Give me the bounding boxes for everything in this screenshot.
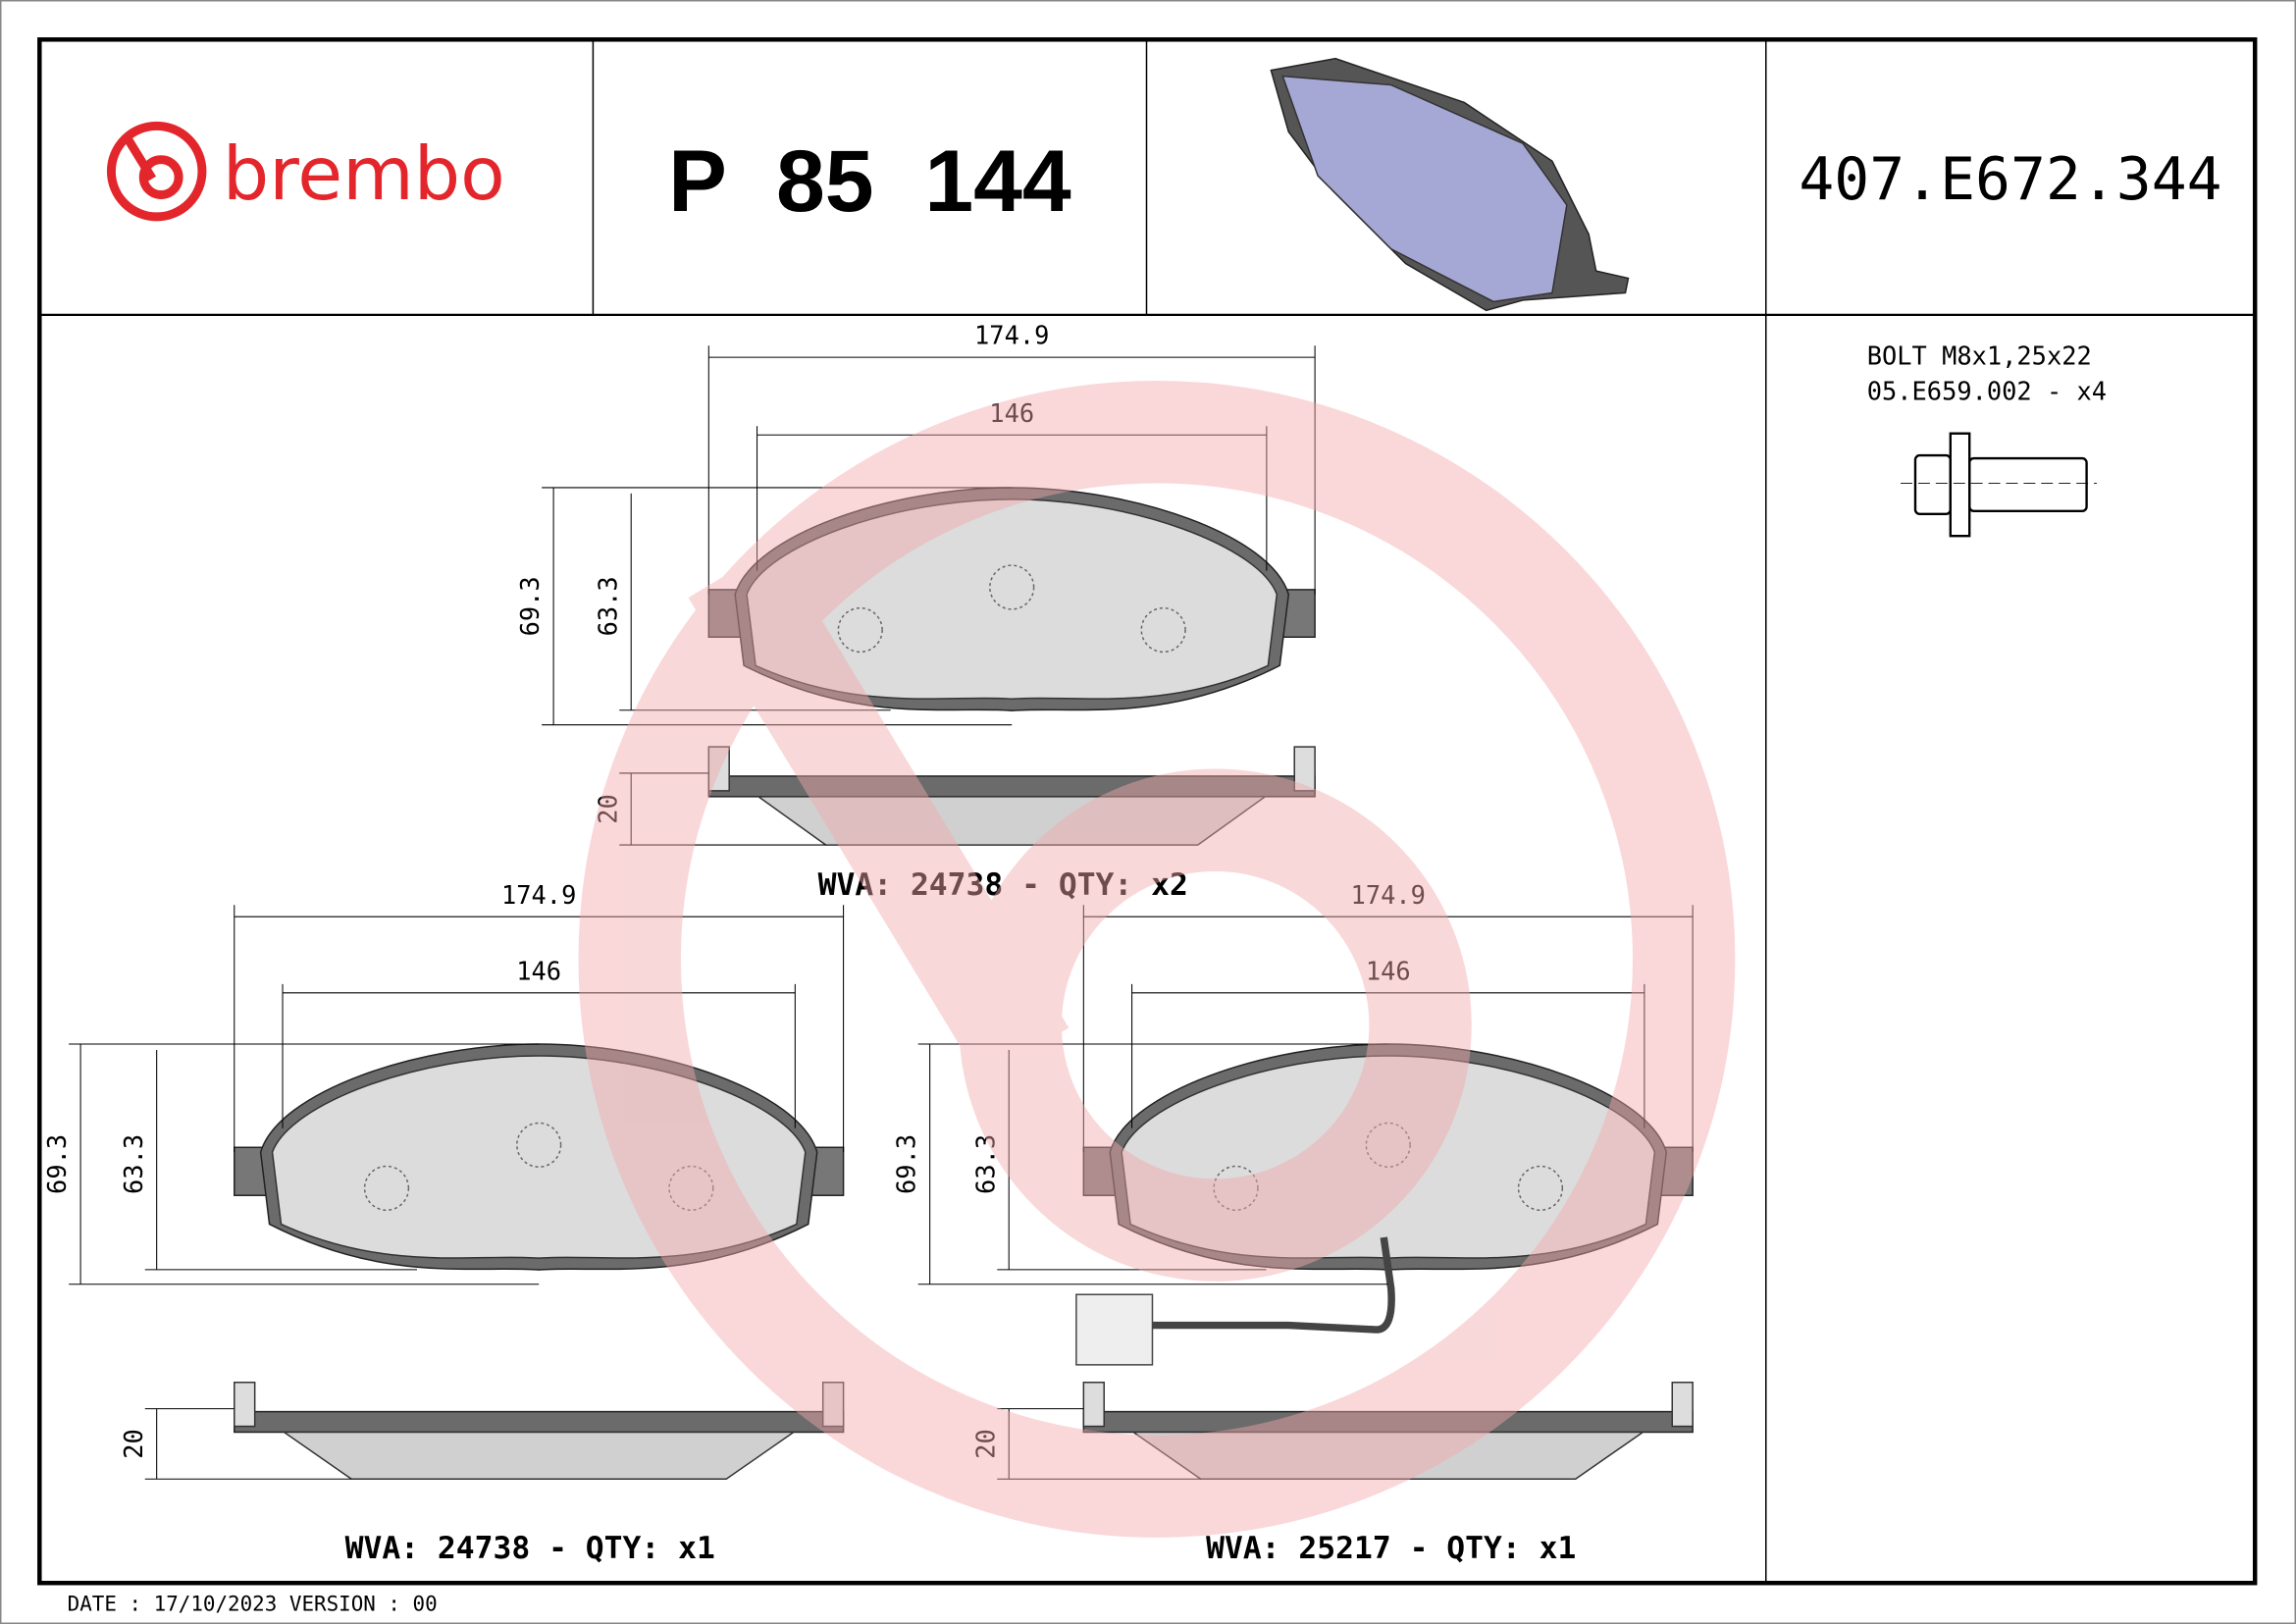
dimension-label-thickness: 20 xyxy=(593,794,622,824)
dimension-label-height-inner: 63.3 xyxy=(119,1134,148,1194)
pad-caption: WVA: 25217 - QTY: x1 xyxy=(1206,1531,1576,1566)
bolt-icon xyxy=(1901,432,2098,538)
pad-caption: WVA: 24738 - QTY: x1 xyxy=(345,1531,715,1566)
pad-drawing-bottom-left: 174.9 146 69.3 63.3 20 WVA: 24738 - QTY: x1 xyxy=(42,880,845,1566)
pad-render-image xyxy=(1270,57,1630,312)
friction-material xyxy=(746,498,1278,701)
dimension-label-width-outer: 174.9 xyxy=(974,321,1049,350)
brembo-watermark xyxy=(578,381,1736,1538)
dimension-label-thickness: 20 xyxy=(119,1429,148,1459)
pad-caption: WVA: 24738 - QTY: x2 xyxy=(818,867,1188,903)
dimension-label-height-outer: 69.3 xyxy=(515,576,545,636)
dimension-label-width-inner: 146 xyxy=(989,398,1034,428)
pad-ear xyxy=(810,1146,845,1196)
dimension-label-width-inner: 146 xyxy=(516,956,561,985)
brembo-logo: brembo xyxy=(106,121,505,222)
dimension-label-height-inner: 63.3 xyxy=(970,1134,1000,1194)
side-view-ear xyxy=(821,1382,845,1428)
side-view-ear xyxy=(1082,1382,1105,1428)
hole-outline xyxy=(1140,606,1186,654)
hole-outline xyxy=(668,1165,714,1212)
dimension-label-height-outer: 69.3 xyxy=(42,1134,72,1194)
reference-number: 407.E672.344 xyxy=(1799,146,2221,214)
side-view-ear xyxy=(1671,1382,1694,1428)
hole-outline xyxy=(516,1122,562,1168)
hole-outline xyxy=(837,606,883,654)
bolt-part-number: 05.E659.002 - x4 xyxy=(1867,376,2107,405)
pad-drawing-top: 174.9 146 69.3 63.3 20 WVA: 24738 - QTY: x2 xyxy=(515,321,1316,903)
hole-outline xyxy=(1213,1165,1259,1212)
side-view-friction xyxy=(756,796,1268,846)
side-view-plate xyxy=(234,1410,845,1434)
dimension-label-width-inner: 146 xyxy=(1366,956,1411,985)
part-number: P 85 144 xyxy=(668,131,1071,230)
side-view-ear xyxy=(234,1382,256,1428)
dimension-label-height-outer: 69.3 xyxy=(892,1134,921,1194)
dimension-label-height-inner: 63.3 xyxy=(593,576,622,636)
wear-sensor-connector xyxy=(1075,1293,1154,1366)
dimension-label-width-outer: 174.9 xyxy=(501,880,576,910)
side-view-friction xyxy=(1130,1431,1645,1481)
hole-outline xyxy=(363,1165,410,1212)
friction-material xyxy=(1121,1055,1656,1259)
hole-outline xyxy=(1517,1165,1564,1212)
dimension-label-thickness: 20 xyxy=(970,1429,1000,1459)
side-view-ear xyxy=(1293,746,1316,792)
dimension-label-width-outer: 174.9 xyxy=(1351,880,1426,910)
side-view-ear xyxy=(707,746,730,792)
side-view-friction xyxy=(282,1431,797,1481)
date-version: DATE : 17/10/2023 VERSION : 00 xyxy=(68,1593,438,1616)
friction-material xyxy=(271,1055,807,1259)
bolt-spec: BOLT M8x1,25x22 xyxy=(1867,341,2092,371)
wear-sensor-cable xyxy=(1152,1236,1395,1334)
hole-outline xyxy=(989,564,1035,610)
hole-outline xyxy=(1365,1122,1411,1168)
pad-drawing-bottom-right: 174.9 146 69.3 63.3 20 WVA: 25217 - QTY: x1 xyxy=(892,880,1694,1566)
brand-name: brembo xyxy=(223,131,505,217)
